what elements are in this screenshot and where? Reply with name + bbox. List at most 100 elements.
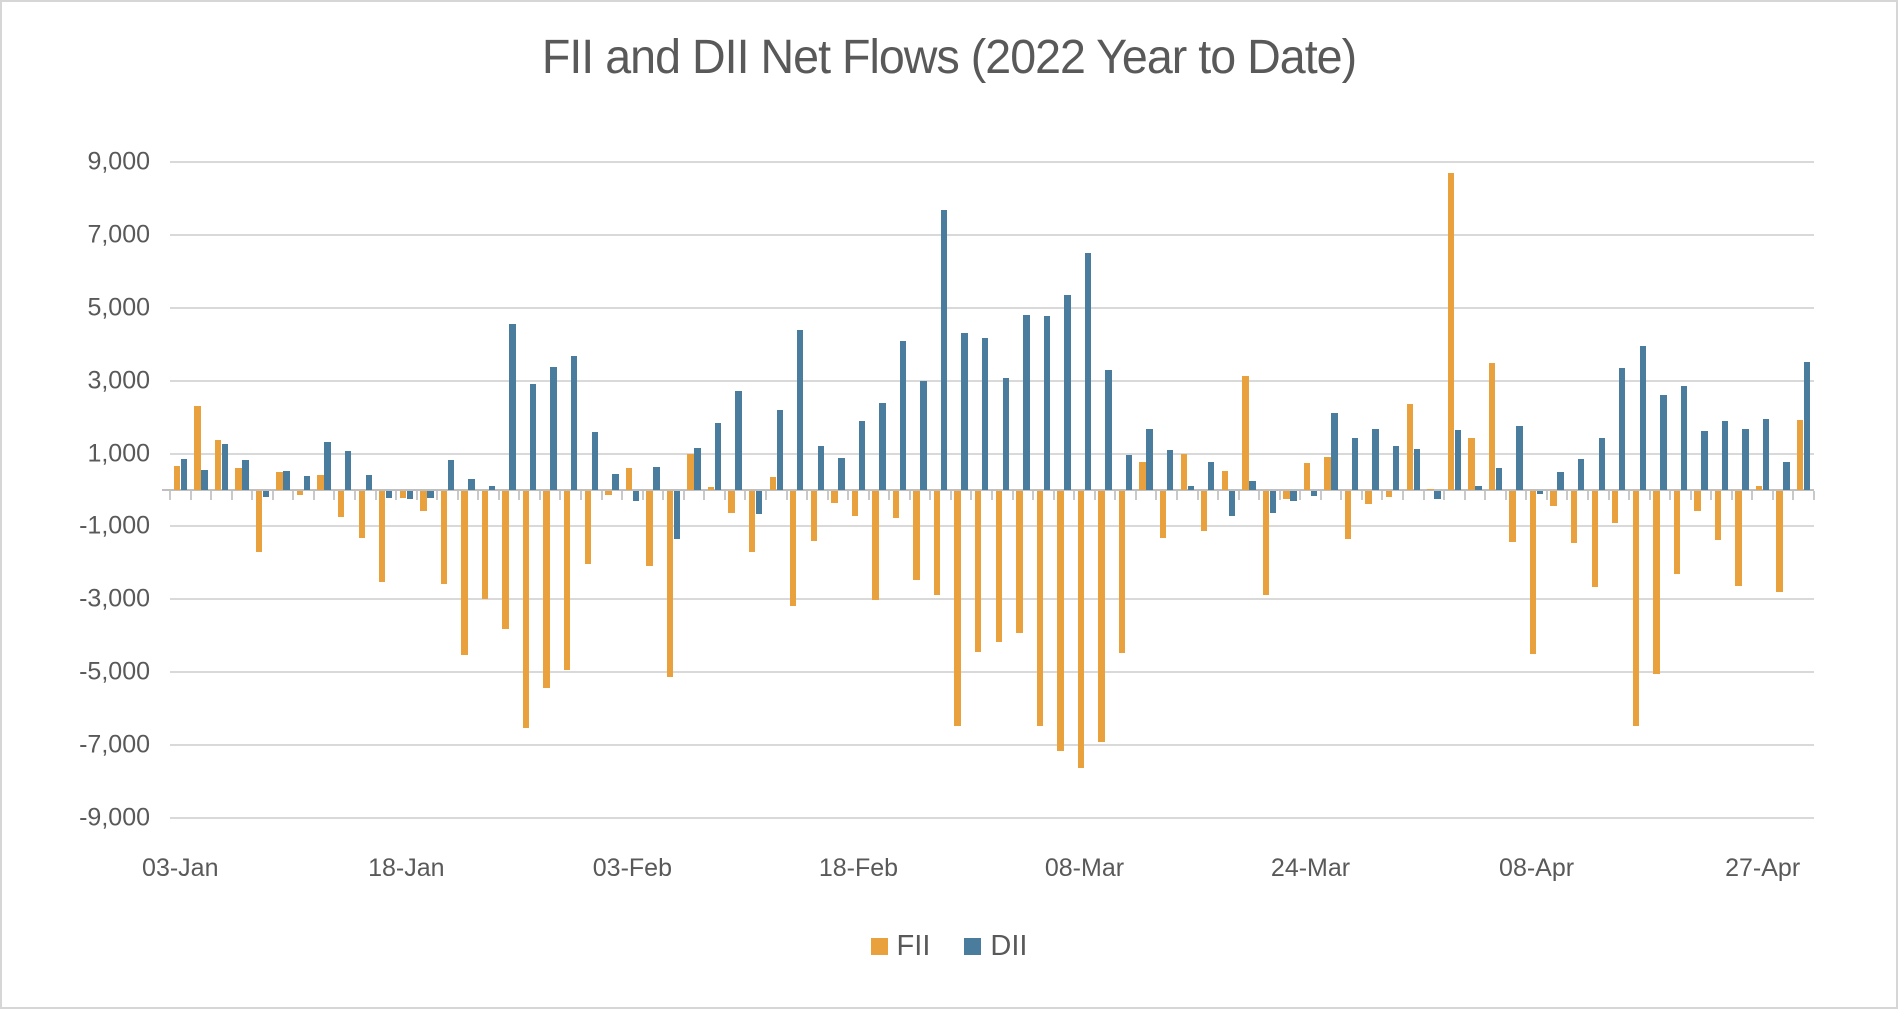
gridline <box>170 525 1814 528</box>
x-axis-tick <box>1258 491 1261 500</box>
bar-dii-29-Mar <box>1372 429 1379 490</box>
x-axis-tick <box>1607 491 1610 500</box>
x-axis-tick-label: 18-Feb <box>818 854 899 882</box>
x-axis-tick <box>1751 491 1754 500</box>
x-axis-tick <box>662 491 665 500</box>
bar-dii-11-Apr <box>1557 472 1564 490</box>
bar-fii-05-Apr <box>1468 437 1475 490</box>
x-axis-tick <box>559 491 562 500</box>
bar-dii-03-Jan <box>180 459 187 490</box>
bar-dii-09-Mar <box>1105 370 1112 490</box>
bar-dii-27-Jan <box>529 384 537 490</box>
bar-fii-04-Mar <box>1036 491 1044 727</box>
bar-dii-18-Feb <box>858 420 866 490</box>
bar-fii-15-Mar <box>1180 454 1187 490</box>
bar-dii-05-Jan <box>221 443 229 490</box>
bar-fii-07-Apr <box>1509 491 1516 543</box>
x-axis-tick <box>210 491 213 500</box>
gridline <box>170 671 1814 674</box>
bar-fii-18-Apr <box>1612 491 1619 524</box>
bar-fii-19-Apr <box>1632 491 1640 726</box>
bar-dii-07-Apr <box>1516 425 1523 490</box>
x-axis-tick <box>1525 491 1528 500</box>
bar-dii-22-Mar <box>1269 491 1277 513</box>
bar-dii-12-Jan <box>324 441 331 490</box>
x-axis-tick <box>477 491 480 500</box>
x-axis-tick <box>703 491 706 500</box>
x-axis-tick <box>1175 491 1178 500</box>
bar-dii-20-Apr <box>1660 394 1667 490</box>
bar-dii-23-Feb <box>920 380 927 490</box>
bar-dii-16-Mar <box>1208 461 1215 490</box>
legend-item-fii: FII <box>870 930 930 963</box>
gridline <box>170 816 1814 819</box>
bar-dii-11-Mar <box>1146 428 1153 490</box>
bar-dii-03-Feb <box>632 491 640 502</box>
bar-dii-06-Jan <box>242 460 249 490</box>
bar-dii-04-Jan <box>201 469 208 490</box>
x-axis-tick <box>1114 491 1117 500</box>
x-axis-tick <box>1299 491 1302 500</box>
bar-fii-03-Jan <box>173 466 180 490</box>
x-axis-tick-label: 03-Feb <box>592 854 672 882</box>
x-axis-tick <box>1319 491 1322 500</box>
x-axis-tick <box>744 491 747 500</box>
x-axis-tick <box>970 491 973 500</box>
bar-dii-11-Feb <box>755 491 763 514</box>
x-axis-tick-label: 08-Apr <box>1499 854 1575 882</box>
bar-fii-10-Mar <box>1118 491 1126 654</box>
bar-fii-30-Mar <box>1386 491 1393 497</box>
x-axis-tick <box>682 491 685 500</box>
bar-fii-13-Apr <box>1591 491 1598 587</box>
bar-dii-10-Jan <box>283 471 290 490</box>
bar-dii-17-Mar <box>1228 491 1236 516</box>
bar-fii-01-Apr <box>1427 488 1434 490</box>
bar-fii-13-Jan <box>337 491 345 517</box>
bar-dii-25-Mar <box>1331 412 1338 490</box>
x-axis-tick <box>333 491 336 500</box>
bar-dii-10-Feb <box>735 390 742 490</box>
y-axis-tick-label: -7,000 <box>79 730 150 759</box>
bar-dii-15-Feb <box>797 329 804 490</box>
bar-dii-21-Mar <box>1249 480 1256 490</box>
bar-fii-24-Mar <box>1303 463 1311 490</box>
x-axis-tick <box>621 491 624 500</box>
bar-dii-01-Feb <box>591 431 598 490</box>
bar-fii-28-Apr <box>1776 491 1783 593</box>
bar-fii-25-Apr <box>1714 491 1722 541</box>
bar-fii-06-Apr <box>1488 362 1496 490</box>
bar-fii-18-Jan <box>399 491 407 499</box>
bar-dii-23-Mar <box>1290 491 1297 502</box>
x-axis-tick <box>1073 491 1076 500</box>
y-axis-tick-label: 9,000 <box>87 147 150 176</box>
gridline <box>170 744 1814 747</box>
bar-dii-26-Apr <box>1742 429 1749 490</box>
bar-fii-29-Mar <box>1365 491 1372 505</box>
bar-fii-16-Mar <box>1201 491 1208 532</box>
x-axis-tick <box>1278 491 1281 500</box>
bar-fii-26-Apr <box>1735 491 1742 586</box>
x-axis-tick <box>1360 491 1363 500</box>
x-axis-tick <box>1648 491 1651 500</box>
bar-fii-21-Jan <box>461 491 468 655</box>
x-axis-tick <box>1669 491 1672 500</box>
bar-dii-01-Apr <box>1434 491 1441 500</box>
bar-dii-06-Apr <box>1495 468 1503 490</box>
x-axis-tick-label: 08-Mar <box>1044 854 1125 882</box>
bar-dii-28-Jan <box>550 367 557 490</box>
x-axis-tick <box>1381 491 1384 500</box>
bar-dii-19-Jan <box>427 491 434 498</box>
bar-fii-28-Feb <box>975 491 982 653</box>
x-axis-tick <box>251 491 254 500</box>
bar-fii-02-Feb <box>605 491 612 495</box>
x-axis-tick <box>1340 491 1343 500</box>
x-axis-tick <box>1586 491 1589 500</box>
bar-dii-25-Jan <box>509 323 516 490</box>
x-axis-line <box>162 489 1814 491</box>
x-axis-tick <box>1196 491 1199 500</box>
bar-dii-02-Feb <box>612 473 619 490</box>
x-axis-tick <box>600 491 603 500</box>
bar-fii-31-Jan <box>564 491 571 670</box>
bar-dii-28-Mar <box>1351 437 1359 490</box>
x-axis-tick <box>949 491 952 500</box>
